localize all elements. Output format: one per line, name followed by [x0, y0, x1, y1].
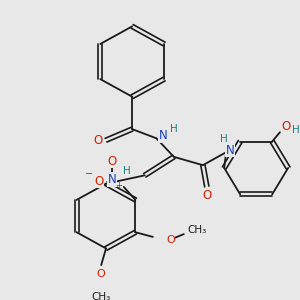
Text: −: −	[85, 169, 93, 179]
Text: O: O	[94, 175, 103, 188]
Text: H: H	[170, 124, 178, 134]
Text: O: O	[166, 235, 175, 245]
Text: H: H	[220, 134, 228, 144]
Text: N: N	[159, 129, 168, 142]
Text: O: O	[107, 154, 117, 167]
Text: H: H	[292, 125, 299, 135]
Text: CH₃: CH₃	[92, 292, 111, 300]
Text: O: O	[281, 120, 290, 133]
Text: H: H	[124, 166, 131, 176]
Text: CH₃: CH₃	[188, 225, 207, 236]
Text: O: O	[94, 134, 103, 147]
Text: N: N	[108, 173, 116, 186]
Text: N: N	[226, 144, 234, 157]
Text: O: O	[97, 269, 106, 279]
Text: +: +	[116, 181, 122, 190]
Text: O: O	[202, 189, 212, 202]
